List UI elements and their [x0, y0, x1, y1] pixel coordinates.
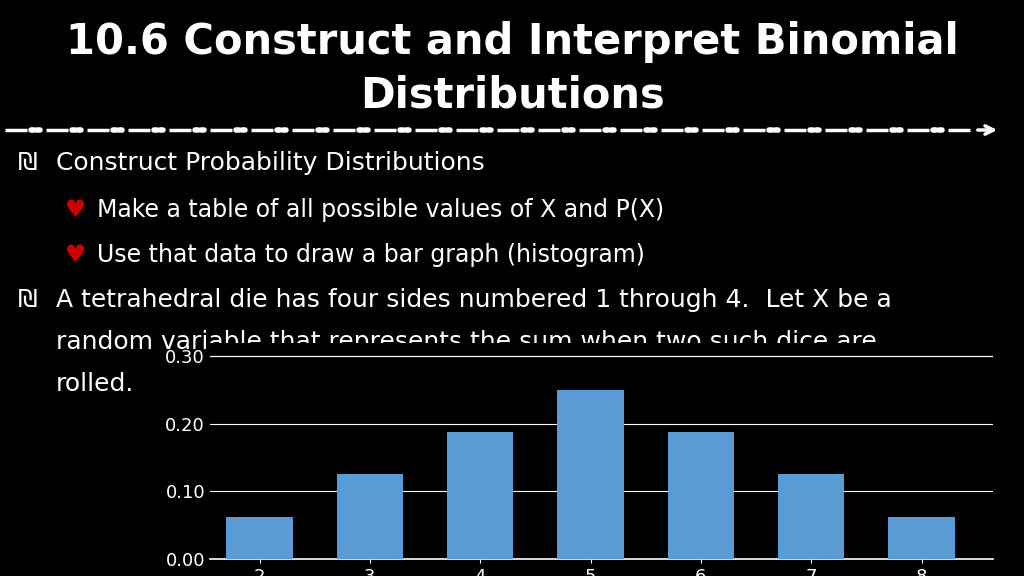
Text: 10.6 Construct and Interpret Binomial: 10.6 Construct and Interpret Binomial	[66, 21, 958, 63]
Bar	[889, 517, 954, 559]
Text: ♥: ♥	[65, 198, 86, 222]
Text: Construct Probability Distributions: Construct Probability Distributions	[56, 151, 484, 175]
Text: rolled.: rolled.	[56, 372, 134, 396]
Text: ₪: ₪	[18, 288, 38, 312]
Text: Make a table of all possible values of X and P(X): Make a table of all possible values of X…	[97, 198, 665, 222]
Text: ♥: ♥	[65, 243, 86, 267]
Text: Use that data to draw a bar graph (histogram): Use that data to draw a bar graph (histo…	[97, 243, 645, 267]
Text: random variable that represents the sum when two such dice are: random variable that represents the sum …	[56, 330, 877, 354]
Text: A tetrahedral die has four sides numbered 1 through 4.  Let X be a: A tetrahedral die has four sides numbere…	[56, 288, 892, 312]
Bar	[337, 475, 403, 559]
Text: Distributions: Distributions	[359, 74, 665, 116]
Text: ₪: ₪	[18, 151, 38, 175]
Bar	[778, 475, 845, 559]
Bar	[226, 517, 293, 559]
Bar	[668, 432, 734, 559]
Bar	[557, 390, 624, 559]
Bar	[447, 432, 513, 559]
